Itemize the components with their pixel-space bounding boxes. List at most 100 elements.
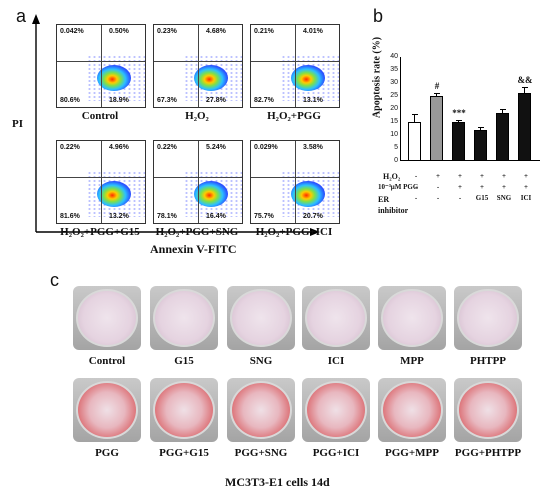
gate-horizontal [251, 177, 339, 178]
stained-dish [457, 381, 519, 439]
quadrant-lr-value: 20.7% [303, 213, 323, 220]
quadrant-ul-value: 0.23% [157, 28, 177, 35]
table-cell: + [458, 172, 462, 180]
quadrant-ll-value: 78.1% [157, 213, 177, 220]
gate-vertical [198, 25, 199, 107]
table-cell: - [436, 183, 440, 191]
table-row3-label: ER inhibitor [378, 195, 409, 215]
bar [474, 129, 487, 161]
flow-plot-label: Control [81, 110, 119, 122]
quadrant-ll-value: 81.6% [60, 213, 80, 220]
quadrant-ur-value: 5.24% [206, 144, 226, 151]
significance-mark: *** [452, 107, 466, 118]
flow-plot-label: H₂O₂+PGG [267, 110, 321, 122]
culture-well [150, 286, 218, 350]
quadrant-ur-value: 4.01% [303, 28, 323, 35]
culture-well [378, 378, 446, 442]
stained-dish [305, 289, 367, 347]
error-bar [480, 127, 481, 130]
density-cluster [291, 181, 325, 207]
well-label: PGG [95, 447, 119, 459]
y-axis-label-apoptosis: Apoptosis rate (%) [371, 36, 383, 119]
table-cell: + [502, 183, 506, 191]
flow-plot: 0.21% 4.01% 82.7% 13.1% [250, 24, 340, 108]
bar [452, 122, 465, 161]
culture-well [454, 378, 522, 442]
stained-dish [381, 381, 443, 439]
gate-horizontal [57, 61, 145, 62]
flow-plot: 0.22% 4.96% 81.6% 13.2% [56, 140, 146, 224]
error-cap [455, 119, 462, 121]
well-label: G15 [174, 355, 194, 367]
gate-horizontal [57, 177, 145, 178]
stained-dish [76, 289, 138, 347]
gate-vertical [101, 141, 102, 223]
well-label: ICI [327, 355, 345, 367]
well-label: SNG [249, 355, 273, 367]
gate-vertical [198, 141, 199, 223]
quadrant-lr-value: 13.2% [109, 213, 129, 220]
well-label: MPP [400, 355, 424, 367]
stained-dish [230, 381, 292, 439]
error-cap [477, 127, 484, 129]
flow-plot-label: H₂O₂+PGG+G15 [60, 226, 140, 238]
panel-a-letter: a [16, 6, 27, 26]
well-label: PGG+MPP [385, 447, 439, 459]
table-cell: + [436, 172, 440, 180]
well-label: PHTPP [469, 355, 507, 367]
quadrant-ul-value: 0.21% [254, 28, 274, 35]
quadrant-ul-value: 0.042% [60, 28, 84, 35]
gate-vertical [295, 141, 296, 223]
quadrant-ul-value: 0.029% [254, 144, 278, 151]
culture-well [302, 378, 370, 442]
stained-dish [305, 381, 367, 439]
well-label: PGG+G15 [159, 447, 209, 459]
flow-plot-label: H₂O₂ [185, 110, 209, 122]
panel-a-axes [32, 14, 320, 236]
bar [408, 122, 421, 161]
chart-axis [400, 57, 540, 161]
y-tick-label: 5 [394, 144, 398, 151]
error-bar [502, 109, 503, 113]
quadrant-ur-value: 4.68% [206, 28, 226, 35]
table-cell: + [524, 183, 528, 191]
culture-well [73, 286, 141, 350]
panel-b-letter: b [373, 6, 384, 26]
y-tick-label: 15 [390, 118, 398, 125]
table-cell: + [502, 172, 506, 180]
density-cluster [194, 181, 228, 207]
culture-well [227, 378, 295, 442]
culture-well [378, 286, 446, 350]
well-label: PGG+ICI [312, 447, 360, 459]
y-tick-label: 25 [390, 92, 398, 99]
significance-mark: && [517, 74, 533, 85]
error-bar [414, 114, 415, 122]
stained-dish [381, 289, 443, 347]
quadrant-ul-value: 0.22% [157, 144, 177, 151]
gate-horizontal [154, 177, 242, 178]
flow-plot: 0.029% 3.58% 75.7% 20.7% [250, 140, 340, 224]
error-cap [433, 92, 440, 94]
quadrant-ll-value: 80.6% [60, 97, 80, 104]
stained-dish [153, 289, 215, 347]
bar [430, 96, 443, 161]
table-cell: - [458, 194, 462, 202]
panel-c-caption: MC3T3-E1 cells 14d [225, 475, 330, 489]
culture-well [454, 286, 522, 350]
y-tick-label: 20 [390, 105, 398, 112]
quadrant-ll-value: 75.7% [254, 213, 274, 220]
quadrant-ur-value: 3.58% [303, 144, 323, 151]
density-cluster [97, 65, 131, 91]
y-tick-label: 40 [390, 53, 398, 60]
well-label: Control [88, 355, 126, 367]
density-cluster [291, 65, 325, 91]
culture-well [73, 378, 141, 442]
quadrant-lr-value: 16.4% [206, 213, 226, 220]
error-cap [499, 109, 506, 110]
quadrant-ul-value: 0.22% [60, 144, 80, 151]
table-cell: + [480, 183, 484, 191]
well-label: PGG+SNG [234, 447, 288, 459]
table-cell: + [458, 183, 462, 191]
table-cell: - [414, 194, 418, 202]
y-axis-label-pi: PI [12, 118, 23, 130]
